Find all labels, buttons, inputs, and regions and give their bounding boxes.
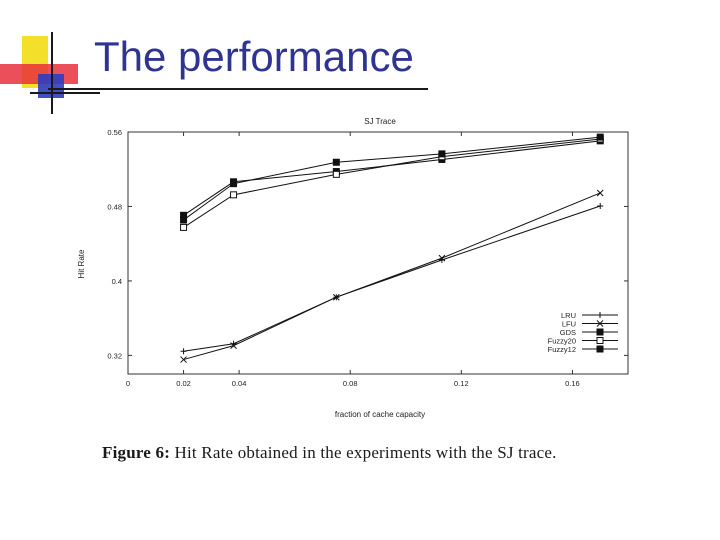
data-point-fuzzy12 bbox=[596, 133, 604, 141]
slide-title: The performance bbox=[94, 33, 414, 80]
legend-label-lru: LRU bbox=[561, 311, 576, 320]
series-line-gds bbox=[183, 140, 601, 216]
data-point-fuzzy12 bbox=[180, 216, 188, 224]
series-line-fuzzy12 bbox=[183, 136, 601, 221]
x-tick-label: 0.02 bbox=[176, 379, 191, 388]
data-point-fuzzy20 bbox=[180, 223, 188, 231]
series-line-lfu bbox=[183, 192, 601, 361]
series-markers bbox=[180, 133, 604, 363]
data-point-lfu bbox=[180, 356, 187, 363]
data-point-fuzzy20 bbox=[230, 191, 238, 199]
data-point-fuzzy12 bbox=[230, 180, 238, 188]
x-tick-label: 0.04 bbox=[232, 379, 247, 388]
caption-text: Hit Rate obtained in the experiments wit… bbox=[174, 443, 557, 462]
chart-title: SJ Trace bbox=[364, 117, 396, 126]
x-tick-label: 0.08 bbox=[343, 379, 358, 388]
x-tick-label: 0.12 bbox=[454, 379, 469, 388]
y-tick-label: 0.32 bbox=[107, 351, 122, 360]
data-point-fuzzy20 bbox=[332, 170, 340, 178]
legend-marker-fuzzy12 bbox=[596, 345, 604, 353]
data-point-lru bbox=[597, 202, 604, 209]
data-point-lfu bbox=[230, 342, 237, 349]
legend-marker-lfu bbox=[596, 320, 604, 327]
x-tick-label: 0.16 bbox=[565, 379, 580, 388]
hit-rate-chart: SJ Trace 0 0.02 0.04 0.08 0.12 0.16 0.32 0.4 0.4… bbox=[77, 117, 629, 419]
title-underline bbox=[48, 88, 428, 90]
y-tick-label: 0.4 bbox=[112, 277, 122, 286]
legend-label-fuzzy12: Fuzzy12 bbox=[548, 345, 576, 354]
x-axis-label: fraction of cache capacity bbox=[335, 410, 425, 419]
data-point-lfu bbox=[332, 293, 340, 301]
logo-horizontal-line bbox=[30, 92, 100, 94]
plot-frame bbox=[127, 131, 629, 375]
data-point-lfu bbox=[438, 254, 446, 262]
x-tick-label: 0 bbox=[126, 379, 130, 388]
logo-vertical-line bbox=[51, 32, 53, 114]
legend-marker-gds bbox=[596, 328, 604, 336]
series-line-fuzzy20 bbox=[183, 138, 601, 228]
legend-marker-fuzzy20 bbox=[596, 337, 604, 344]
series-line-lru bbox=[183, 205, 601, 352]
legend-label-lfu: LFU bbox=[562, 320, 576, 329]
y-tick-label: 0.48 bbox=[107, 202, 122, 211]
caption-label: Figure 6: bbox=[102, 443, 171, 462]
slide-logo-graphic bbox=[0, 32, 100, 114]
legend-marker-lru bbox=[597, 312, 603, 318]
series-lines bbox=[183, 136, 601, 361]
figure-caption: Figure 6: Hit Rate obtained in the exper… bbox=[102, 442, 642, 464]
y-tick-label: 0.56 bbox=[107, 128, 122, 137]
legend-label-fuzzy20: Fuzzy20 bbox=[548, 337, 576, 346]
data-point-fuzzy12 bbox=[332, 158, 340, 166]
axis-ticks: 0 0.02 0.04 0.08 0.12 0.16 0.32 0.4 0.48 0.56 bbox=[107, 128, 628, 388]
legend-label-gds: GDS bbox=[560, 328, 576, 337]
y-axis-label: Hit Rate bbox=[77, 249, 86, 278]
data-point-lru bbox=[180, 348, 187, 355]
data-point-fuzzy12 bbox=[438, 150, 446, 158]
data-point-lfu bbox=[596, 189, 604, 197]
